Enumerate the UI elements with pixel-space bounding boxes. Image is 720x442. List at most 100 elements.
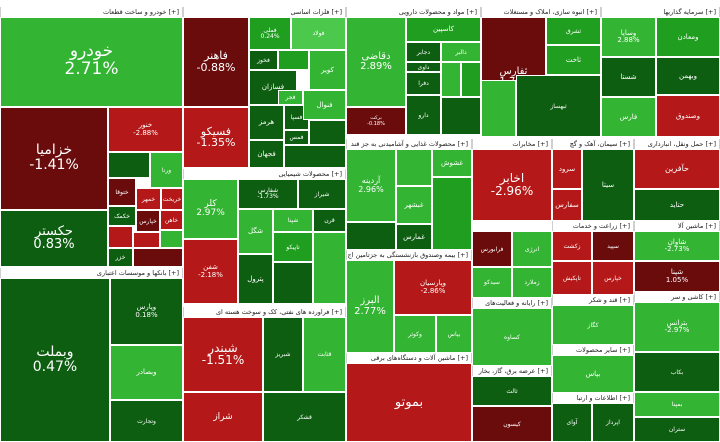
sector-header[interactable]: مخابرات [+]	[472, 139, 552, 149]
treemap-tile[interactable]: دفرا	[406, 72, 441, 95]
treemap-tile[interactable]: شپنا 1.05%	[634, 261, 720, 292]
sector-header[interactable]: ماشین آلا [+]	[634, 221, 720, 231]
treemap-tile[interactable]: دارو	[406, 95, 441, 135]
treemap-tile[interactable]: ثالث	[472, 376, 552, 406]
treemap-tile[interactable]: البرز 2.77%	[346, 260, 394, 353]
treemap-tile[interactable]: ثاخت	[546, 45, 601, 75]
treemap-tile[interactable]: فسازان	[249, 70, 297, 105]
treemap-tile[interactable]: کساوه	[472, 308, 552, 366]
treemap-tile[interactable]	[461, 62, 481, 97]
treemap-tile[interactable]: خزامیا -1.41%	[0, 107, 108, 210]
treemap-tile[interactable]: قرن	[313, 209, 346, 232]
treemap-tile[interactable]: فاهنر -0.88%	[183, 17, 249, 107]
treemap-tile[interactable]: ختوقا	[108, 178, 136, 206]
treemap-tile[interactable]: غبشهر	[396, 186, 432, 224]
treemap-tile[interactable]: قشکر	[263, 392, 346, 442]
treemap-tile[interactable]	[108, 152, 150, 178]
treemap-tile[interactable]: ثشرق	[546, 17, 601, 45]
treemap-tile[interactable]: پترول	[238, 254, 273, 304]
treemap-tile[interactable]: وبصادر	[110, 345, 183, 400]
treemap-tile[interactable]: حکستر 0.83%	[0, 210, 108, 267]
treemap-tile[interactable]: دجابر	[406, 42, 441, 62]
treemap-tile[interactable]: فسیکو -1.35%	[183, 107, 249, 168]
treemap-tile[interactable]: فملی 0.24%	[249, 17, 291, 50]
treemap-tile[interactable]: وکوثر	[394, 315, 436, 353]
treemap-tile[interactable]: قثابت	[303, 317, 346, 392]
treemap-tile[interactable]	[160, 230, 183, 248]
treemap-tile[interactable]	[396, 149, 432, 186]
treemap-tile[interactable]: بپاس	[552, 355, 634, 393]
treemap-tile[interactable]: خکمک	[108, 206, 136, 226]
treemap-tile[interactable]: سرود	[552, 149, 582, 189]
treemap-tile[interactable]: اخابر -2.96%	[472, 149, 552, 221]
treemap-tile[interactable]: شگل	[238, 209, 273, 254]
treemap-tile[interactable]: وبهمن	[656, 57, 720, 95]
treemap-tile[interactable]: شیراز	[298, 179, 346, 209]
treemap-tile[interactable]: کگاز	[552, 305, 634, 345]
sector-header[interactable]: ماشین آلات و دستگاه‌های برقی [+]	[346, 353, 472, 363]
treemap-tile[interactable]: فارس	[601, 97, 656, 137]
treemap-tile[interactable]: فرابورس	[472, 231, 512, 267]
treemap-tile[interactable]: دالبر	[441, 42, 481, 62]
treemap-tile[interactable]: وساپا 2.88%	[601, 17, 656, 57]
treemap-tile[interactable]: فجهان	[249, 140, 284, 168]
sector-header[interactable]: رایانه و فعالیت‌های [+]	[472, 298, 552, 308]
treemap-tile[interactable]	[309, 120, 346, 145]
treemap-tile[interactable]: کلر 2.97%	[183, 179, 238, 239]
treemap-tile[interactable]: خپارس	[592, 261, 634, 295]
treemap-tile[interactable]: شفارس -1.73%	[238, 179, 298, 209]
treemap-tile[interactable]: خریخت	[161, 188, 183, 210]
treemap-tile[interactable]	[133, 248, 183, 267]
treemap-tile[interactable]: خمهر	[136, 188, 161, 210]
sector-header[interactable]: کاشی و سر [+]	[634, 292, 720, 302]
treemap-tile[interactable]: آوای	[552, 403, 592, 442]
treemap-tile[interactable]: فجر	[278, 90, 303, 105]
sector-header[interactable]: اطلاعات و ارتبا [+]	[552, 393, 634, 403]
treemap-tile[interactable]: سپید	[592, 231, 634, 261]
treemap-tile[interactable]	[284, 145, 346, 168]
treemap-tile[interactable]: کیسون	[472, 406, 552, 442]
treemap-tile[interactable]	[346, 222, 396, 250]
treemap-tile[interactable]: هرمز	[249, 105, 284, 140]
treemap-tile[interactable]: خنور -2.88%	[108, 107, 183, 152]
sector-header[interactable]: خودرو و ساخت قطعات [+]	[0, 7, 183, 17]
treemap-tile[interactable]: سفارس	[552, 189, 582, 221]
treemap-tile[interactable]	[432, 177, 472, 250]
treemap-tile[interactable]: حآفرین	[634, 149, 720, 189]
treemap-tile[interactable]: داوی	[406, 62, 441, 72]
sector-header[interactable]: سیمان، آهک و گچ [+]	[552, 139, 634, 149]
treemap-tile[interactable]: شبندر -1.51%	[183, 317, 263, 392]
treemap-tile[interactable]: شفن -2.18%	[183, 239, 238, 304]
treemap-tile[interactable]: شراز	[183, 392, 263, 442]
sector-header[interactable]: بانکها و موسسات اعتباری [+]	[0, 268, 183, 278]
sector-header[interactable]: عرضه برق، گاز، بخار [+]	[472, 366, 552, 376]
treemap-tile[interactable]	[441, 62, 461, 97]
sector-header[interactable]: بیمه وصندوق بازنشستگی به جزتامین اج [+]	[346, 250, 472, 260]
sector-header[interactable]: محصولات غذایی و آشامیدنی به جز قند [+]	[346, 139, 472, 149]
treemap-tile[interactable]: ورنا	[150, 152, 183, 188]
treemap-tile[interactable]: ومعادن	[656, 17, 720, 57]
treemap-tile[interactable]: غمارس	[396, 224, 432, 250]
treemap-tile[interactable]	[273, 262, 313, 304]
treemap-tile[interactable]: وپارس 0.18%	[110, 278, 183, 345]
sector-header[interactable]: سایر محصولات [+]	[552, 345, 634, 355]
treemap-tile[interactable]: وتجارت	[110, 400, 183, 442]
treemap-tile[interactable]: اپرداز	[592, 403, 634, 442]
treemap-tile[interactable]: شستا	[601, 57, 656, 97]
treemap-tile[interactable]: فخوز	[249, 50, 278, 70]
treemap-tile[interactable]: کویر	[309, 50, 346, 90]
treemap-tile[interactable]: شبریز	[263, 317, 303, 392]
treemap-tile[interactable]	[108, 226, 133, 248]
treemap-tile[interactable]: دقاضی 2.89%	[346, 17, 406, 107]
treemap-tile[interactable]: وصندوق	[656, 95, 720, 137]
treemap-tile[interactable]	[278, 50, 309, 70]
treemap-tile[interactable]	[313, 232, 346, 304]
sector-header[interactable]: محصولات شیمیایی [+]	[183, 169, 346, 179]
treemap-tile[interactable]: خاهن	[160, 210, 183, 230]
sector-header[interactable]: مواد و محصولات دارویی [+]	[346, 7, 481, 17]
sector-header[interactable]: حمل ونقل، انبارداری [+]	[634, 139, 720, 149]
treemap-tile[interactable]: انرژی	[512, 231, 552, 267]
treemap-tile[interactable]: بکاب	[634, 352, 720, 392]
treemap-tile[interactable]: شپنا	[273, 209, 313, 232]
treemap-tile[interactable]: خزر	[108, 248, 133, 267]
